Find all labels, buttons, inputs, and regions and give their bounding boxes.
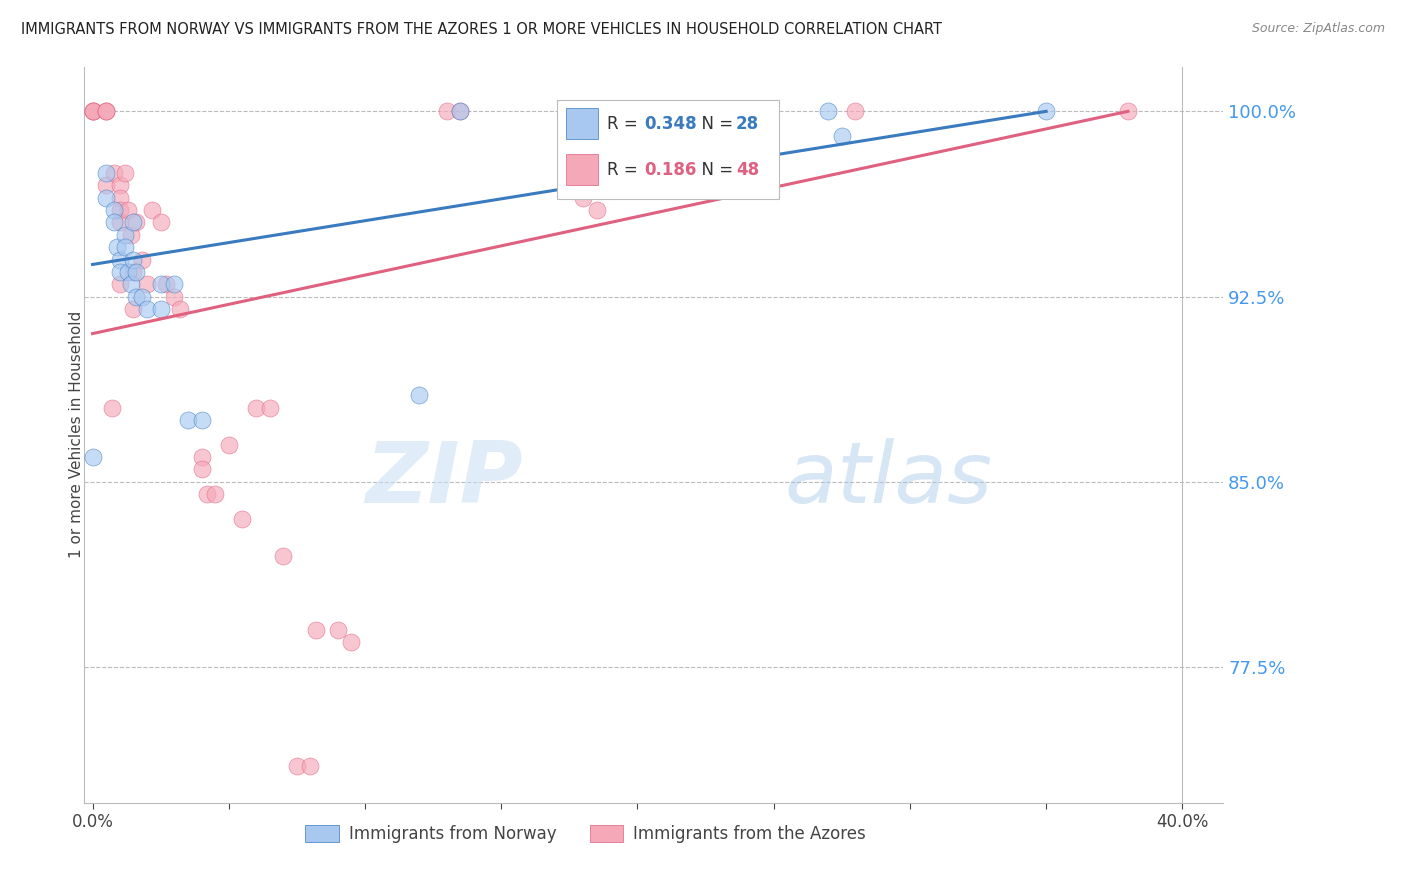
Point [122, 265, 145, 279]
Point [108, 191, 131, 205]
Point [1116, 104, 1139, 119]
Point [163, 277, 186, 292]
Point [136, 277, 159, 292]
Bar [567, 154, 598, 186]
Point [114, 227, 136, 242]
Point [103, 166, 125, 180]
Point [96, 104, 118, 119]
Point [163, 289, 186, 303]
Point [82, 450, 104, 464]
Point [122, 215, 145, 229]
Point [96, 191, 118, 205]
Point [103, 203, 125, 218]
Point [108, 178, 131, 193]
Point [449, 104, 471, 119]
Text: atlas: atlas [785, 437, 993, 521]
Point [125, 289, 148, 303]
Point [108, 277, 131, 292]
Point [96, 178, 118, 193]
Point [108, 252, 131, 267]
Legend: Immigrants from Norway, Immigrants from the Azores: Immigrants from Norway, Immigrants from … [298, 818, 872, 850]
Y-axis label: 1 or more Vehicles in Household: 1 or more Vehicles in Household [69, 311, 83, 558]
Point [572, 191, 595, 205]
Point [190, 413, 212, 427]
Point [831, 129, 853, 144]
Point [340, 635, 363, 649]
Point [141, 203, 163, 218]
Point [177, 413, 200, 427]
Point [408, 388, 430, 402]
Point [125, 215, 148, 229]
Point [204, 487, 226, 501]
Point [131, 252, 153, 267]
Point [122, 301, 145, 316]
Point [82, 104, 104, 119]
Text: R =: R = [607, 114, 643, 133]
Text: R =: R = [607, 161, 643, 179]
Point [585, 203, 607, 218]
Text: 28: 28 [735, 114, 759, 133]
Point [131, 289, 153, 303]
Point [82, 104, 104, 119]
Text: 0.186: 0.186 [645, 161, 697, 179]
Text: 0.348: 0.348 [645, 114, 697, 133]
Point [449, 104, 471, 119]
Point [105, 240, 128, 254]
Text: N =: N = [692, 114, 738, 133]
Point [117, 265, 139, 279]
Text: Source: ZipAtlas.com: Source: ZipAtlas.com [1251, 22, 1385, 36]
Point [108, 265, 131, 279]
Point [108, 215, 131, 229]
Point [231, 512, 253, 526]
Point [218, 438, 240, 452]
Point [155, 277, 177, 292]
Point [149, 277, 172, 292]
Point [190, 450, 212, 464]
Point [245, 401, 267, 415]
Point [114, 240, 136, 254]
Point [817, 104, 839, 119]
Point [120, 277, 142, 292]
Text: 48: 48 [735, 161, 759, 179]
Point [96, 104, 118, 119]
Point [82, 104, 104, 119]
Point [114, 166, 136, 180]
Text: IMMIGRANTS FROM NORWAY VS IMMIGRANTS FROM THE AZORES 1 OR MORE VEHICLES IN HOUSE: IMMIGRANTS FROM NORWAY VS IMMIGRANTS FRO… [21, 22, 942, 37]
Point [149, 215, 172, 229]
Point [149, 301, 172, 316]
Point [117, 203, 139, 218]
Point [120, 227, 142, 242]
Point [436, 104, 458, 119]
Point [96, 166, 118, 180]
Point [305, 623, 328, 637]
Bar [567, 108, 598, 139]
Text: ZIP: ZIP [366, 437, 523, 521]
Point [285, 758, 308, 772]
Point [136, 301, 159, 316]
Point [125, 265, 148, 279]
FancyBboxPatch shape [557, 100, 779, 200]
Point [100, 401, 122, 415]
Point [195, 487, 218, 501]
Point [122, 252, 145, 267]
Point [299, 758, 322, 772]
Point [326, 623, 349, 637]
Point [190, 462, 212, 476]
Point [259, 401, 281, 415]
Point [169, 301, 191, 316]
Point [844, 104, 866, 119]
Point [271, 549, 294, 563]
Text: N =: N = [692, 161, 738, 179]
Point [96, 104, 118, 119]
Point [82, 104, 104, 119]
Point [1035, 104, 1057, 119]
Point [103, 215, 125, 229]
Point [108, 203, 131, 218]
